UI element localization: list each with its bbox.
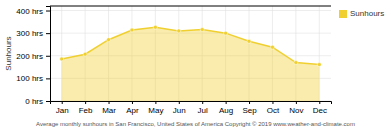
tick-mark	[109, 101, 110, 104]
chart: 0 hrs 100 hrs 200 hrs 300 hrs 400 hrs Jan Feb M…	[0, 0, 391, 129]
tick: Feb	[79, 101, 93, 115]
tick-mark	[46, 101, 50, 102]
tick: Dec	[313, 101, 327, 115]
tick-label: 200 hrs	[16, 52, 43, 61]
axis-line	[46, 7, 51, 102]
legend-swatch	[339, 10, 347, 18]
point	[224, 31, 228, 35]
tick: Mar	[102, 101, 116, 115]
point	[153, 25, 157, 29]
tick-label: Mar	[102, 106, 116, 115]
tick-mark	[319, 101, 320, 104]
tick-label: Jul	[198, 106, 208, 115]
tick-mark	[62, 101, 63, 104]
tick-mark	[132, 101, 133, 104]
marks	[60, 25, 322, 101]
tick-mark	[46, 56, 50, 57]
legend-label: Sunhours	[350, 9, 384, 18]
tick: Jan	[56, 101, 69, 115]
tick-label: Apr	[126, 106, 139, 115]
tick: 100 hrs	[16, 74, 50, 83]
tick-label: Dec	[313, 106, 327, 115]
tick-mark	[85, 101, 86, 104]
grid-line	[50, 10, 331, 11]
tick: Jul	[198, 101, 208, 115]
tick-mark	[202, 101, 203, 104]
point	[130, 28, 134, 32]
plot: 0 hrs 100 hrs 200 hrs 300 hrs 400 hrs Jan Feb M…	[16, 6, 331, 115]
grid	[50, 6, 331, 101]
tick-label: 400 hrs	[16, 7, 43, 16]
tick: 200 hrs	[16, 52, 50, 61]
tick: 300 hrs	[16, 29, 50, 38]
y-axis: 0 hrs 100 hrs 200 hrs 300 hrs 400 hrs	[16, 7, 50, 107]
tick-label: May	[148, 106, 163, 115]
point	[107, 38, 111, 42]
x-axis: Jan Feb Mar Apr May Jun Jul Aug Sep Oct Nov Dec	[51, 101, 332, 115]
tick-label: Jan	[56, 106, 69, 115]
point	[83, 52, 87, 56]
point	[200, 28, 204, 32]
tick-mark	[296, 101, 297, 104]
tick-label: Sep	[242, 106, 257, 115]
tick: May	[148, 101, 163, 115]
point	[60, 57, 64, 61]
tick: Nov	[289, 101, 303, 115]
tick-mark	[272, 101, 273, 104]
tick: Apr	[126, 101, 139, 115]
tick: 400 hrs	[16, 7, 50, 16]
y-axis-title: Sunhours	[4, 36, 13, 70]
tick-label: Nov	[289, 106, 303, 115]
point	[247, 39, 251, 43]
point	[317, 63, 321, 67]
tick-mark	[179, 101, 180, 104]
tick-mark	[46, 11, 50, 12]
tick-label: Oct	[267, 106, 280, 115]
legend: Sunhours	[339, 9, 384, 18]
tick-label: Jun	[173, 106, 186, 115]
tick: Aug	[219, 101, 233, 115]
frame-line	[50, 6, 331, 7]
tick-mark	[46, 33, 50, 34]
legend-item: Sunhours	[339, 9, 384, 18]
title: Average monthly sunhours in San Francisc…	[36, 121, 355, 127]
tick-label: Aug	[219, 106, 233, 115]
tick: 0 hrs	[25, 97, 50, 106]
axis-line	[51, 102, 332, 105]
line	[62, 27, 320, 64]
tick-label: Feb	[79, 106, 93, 115]
tick: Oct	[267, 101, 280, 115]
point	[270, 45, 274, 49]
tick: Sep	[242, 101, 257, 115]
tick-mark	[249, 101, 250, 104]
tick-mark	[46, 78, 50, 79]
area	[62, 27, 320, 101]
tick: Jun	[173, 101, 186, 115]
point	[294, 61, 298, 65]
tick-label: 0 hrs	[25, 97, 43, 106]
tick-mark	[155, 101, 156, 104]
tick-label: 100 hrs	[16, 74, 43, 83]
point	[177, 29, 181, 33]
tick-mark	[226, 101, 227, 104]
tick-label: 300 hrs	[16, 29, 43, 38]
